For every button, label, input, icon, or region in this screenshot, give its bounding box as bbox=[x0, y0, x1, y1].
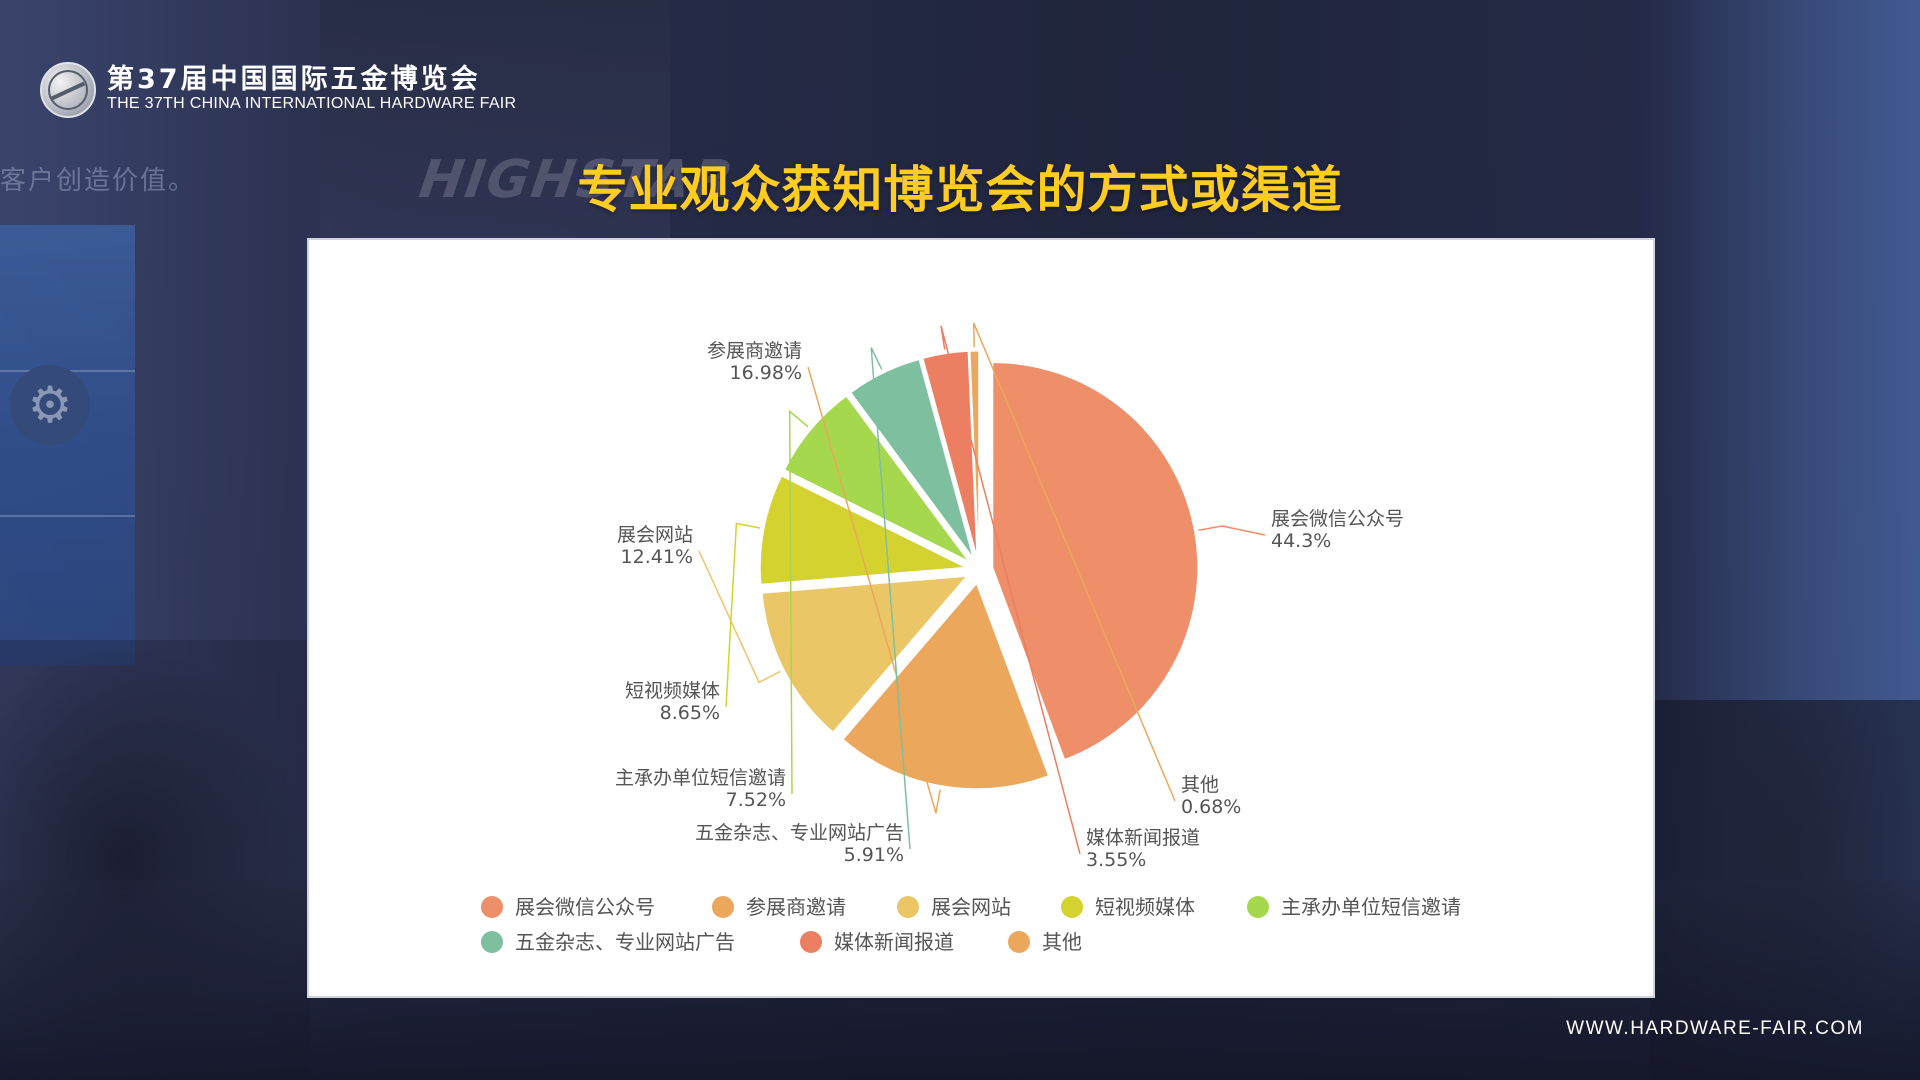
slice-label-value: 0.68% bbox=[1181, 796, 1241, 818]
pie-slice bbox=[922, 350, 978, 557]
logo-ring bbox=[48, 70, 88, 110]
pie-slice bbox=[761, 575, 968, 733]
legend-marker[interactable] bbox=[1008, 931, 1030, 953]
slice-label-name: 媒体新闻报道 bbox=[1086, 827, 1200, 849]
logo-title-en: THE 37TH CHINA INTERNATIONAL HARDWARE FA… bbox=[107, 95, 517, 112]
slice-label-name: 主承办单位短信邀请 bbox=[615, 767, 786, 789]
legend-label[interactable]: 短视频媒体 bbox=[1095, 895, 1195, 919]
leader-line bbox=[972, 322, 1176, 802]
legend-marker[interactable] bbox=[800, 931, 822, 953]
leader-line bbox=[870, 347, 911, 850]
legend-marker[interactable] bbox=[481, 896, 503, 918]
pie-slices bbox=[759, 350, 1199, 790]
legend-marker[interactable] bbox=[1247, 896, 1269, 918]
slice-label-value: 5.91% bbox=[844, 844, 904, 866]
leader-line bbox=[725, 522, 761, 708]
legend-label[interactable]: 展会网站 bbox=[931, 895, 1011, 919]
chart-legend: 展会微信公众号 参展商邀请 展会网站 短视频媒体 主承办单位短信邀请五金杂志、专业网站广… bbox=[481, 895, 1461, 954]
page-title: 专业观众获知博览会的方式或渠道 bbox=[577, 161, 1343, 219]
slice-label-value: 12.41% bbox=[621, 546, 693, 568]
pie-slice bbox=[784, 395, 969, 562]
chart-card: 展会微信公众号 44.3% 参展商邀请 16.98% 展会网站 12.41% 短视频媒体 8.… bbox=[307, 238, 1655, 998]
leader-line bbox=[1198, 525, 1266, 536]
leader-line bbox=[940, 325, 1081, 855]
legend-marker[interactable] bbox=[1061, 896, 1083, 918]
legend-label[interactable]: 展会微信公众号 bbox=[515, 895, 655, 919]
leader-line bbox=[807, 366, 941, 814]
legend-label[interactable]: 其他 bbox=[1042, 930, 1082, 954]
slice-label-name: 五金杂志、专业网站广告 bbox=[695, 822, 904, 844]
slice-label-name: 短视频媒体 bbox=[625, 680, 720, 702]
background-display-panel bbox=[0, 225, 135, 665]
slice-label-name: 展会微信公众号 bbox=[1271, 508, 1404, 530]
legend-marker[interactable] bbox=[712, 896, 734, 918]
footer-website-url[interactable]: WWW.HARDWARE-FAIR.COM bbox=[1566, 1018, 1864, 1039]
pie-slice bbox=[992, 362, 1199, 761]
pie-chart: 展会微信公众号44.3%参展商邀请16.98%展会网站12.41%短视频媒体8.… bbox=[481, 322, 1461, 954]
legend-marker[interactable] bbox=[481, 931, 503, 953]
legend-label[interactable]: 媒体新闻报道 bbox=[834, 930, 954, 954]
legend-label[interactable]: 参展商邀请 bbox=[746, 895, 846, 919]
pie-leader-lines bbox=[698, 322, 1266, 855]
pie-slice bbox=[842, 582, 1050, 790]
slice-label-value: 7.52% bbox=[726, 789, 786, 811]
slice-label-value: 44.3% bbox=[1271, 530, 1331, 552]
panel-divider bbox=[0, 515, 135, 517]
slice-label-value: 8.65% bbox=[660, 702, 720, 724]
legend-label[interactable]: 主承办单位短信邀请 bbox=[1281, 895, 1461, 919]
slice-label-name: 参展商邀请 bbox=[707, 340, 802, 362]
legend-marker[interactable] bbox=[897, 896, 919, 918]
pie-slice bbox=[850, 358, 974, 558]
gear-icon: ⚙ bbox=[10, 365, 90, 445]
slice-label-name: 展会网站 bbox=[617, 524, 693, 546]
slice-label-value: 3.55% bbox=[1086, 849, 1146, 871]
background-slogan: 客户创造价值。 bbox=[0, 166, 197, 196]
leader-line bbox=[788, 409, 809, 795]
legend-label[interactable]: 五金杂志、专业网站广告 bbox=[515, 930, 735, 954]
fair-logo-icon bbox=[40, 62, 96, 118]
pie-slice bbox=[759, 475, 968, 585]
background-pillar bbox=[320, 0, 670, 240]
slice-label-value: 16.98% bbox=[730, 362, 802, 384]
slice-label-name: 其他 bbox=[1181, 774, 1219, 796]
logo-title-cn: 第37届中国国际五金博览会 bbox=[107, 64, 481, 95]
leader-line bbox=[698, 550, 781, 684]
